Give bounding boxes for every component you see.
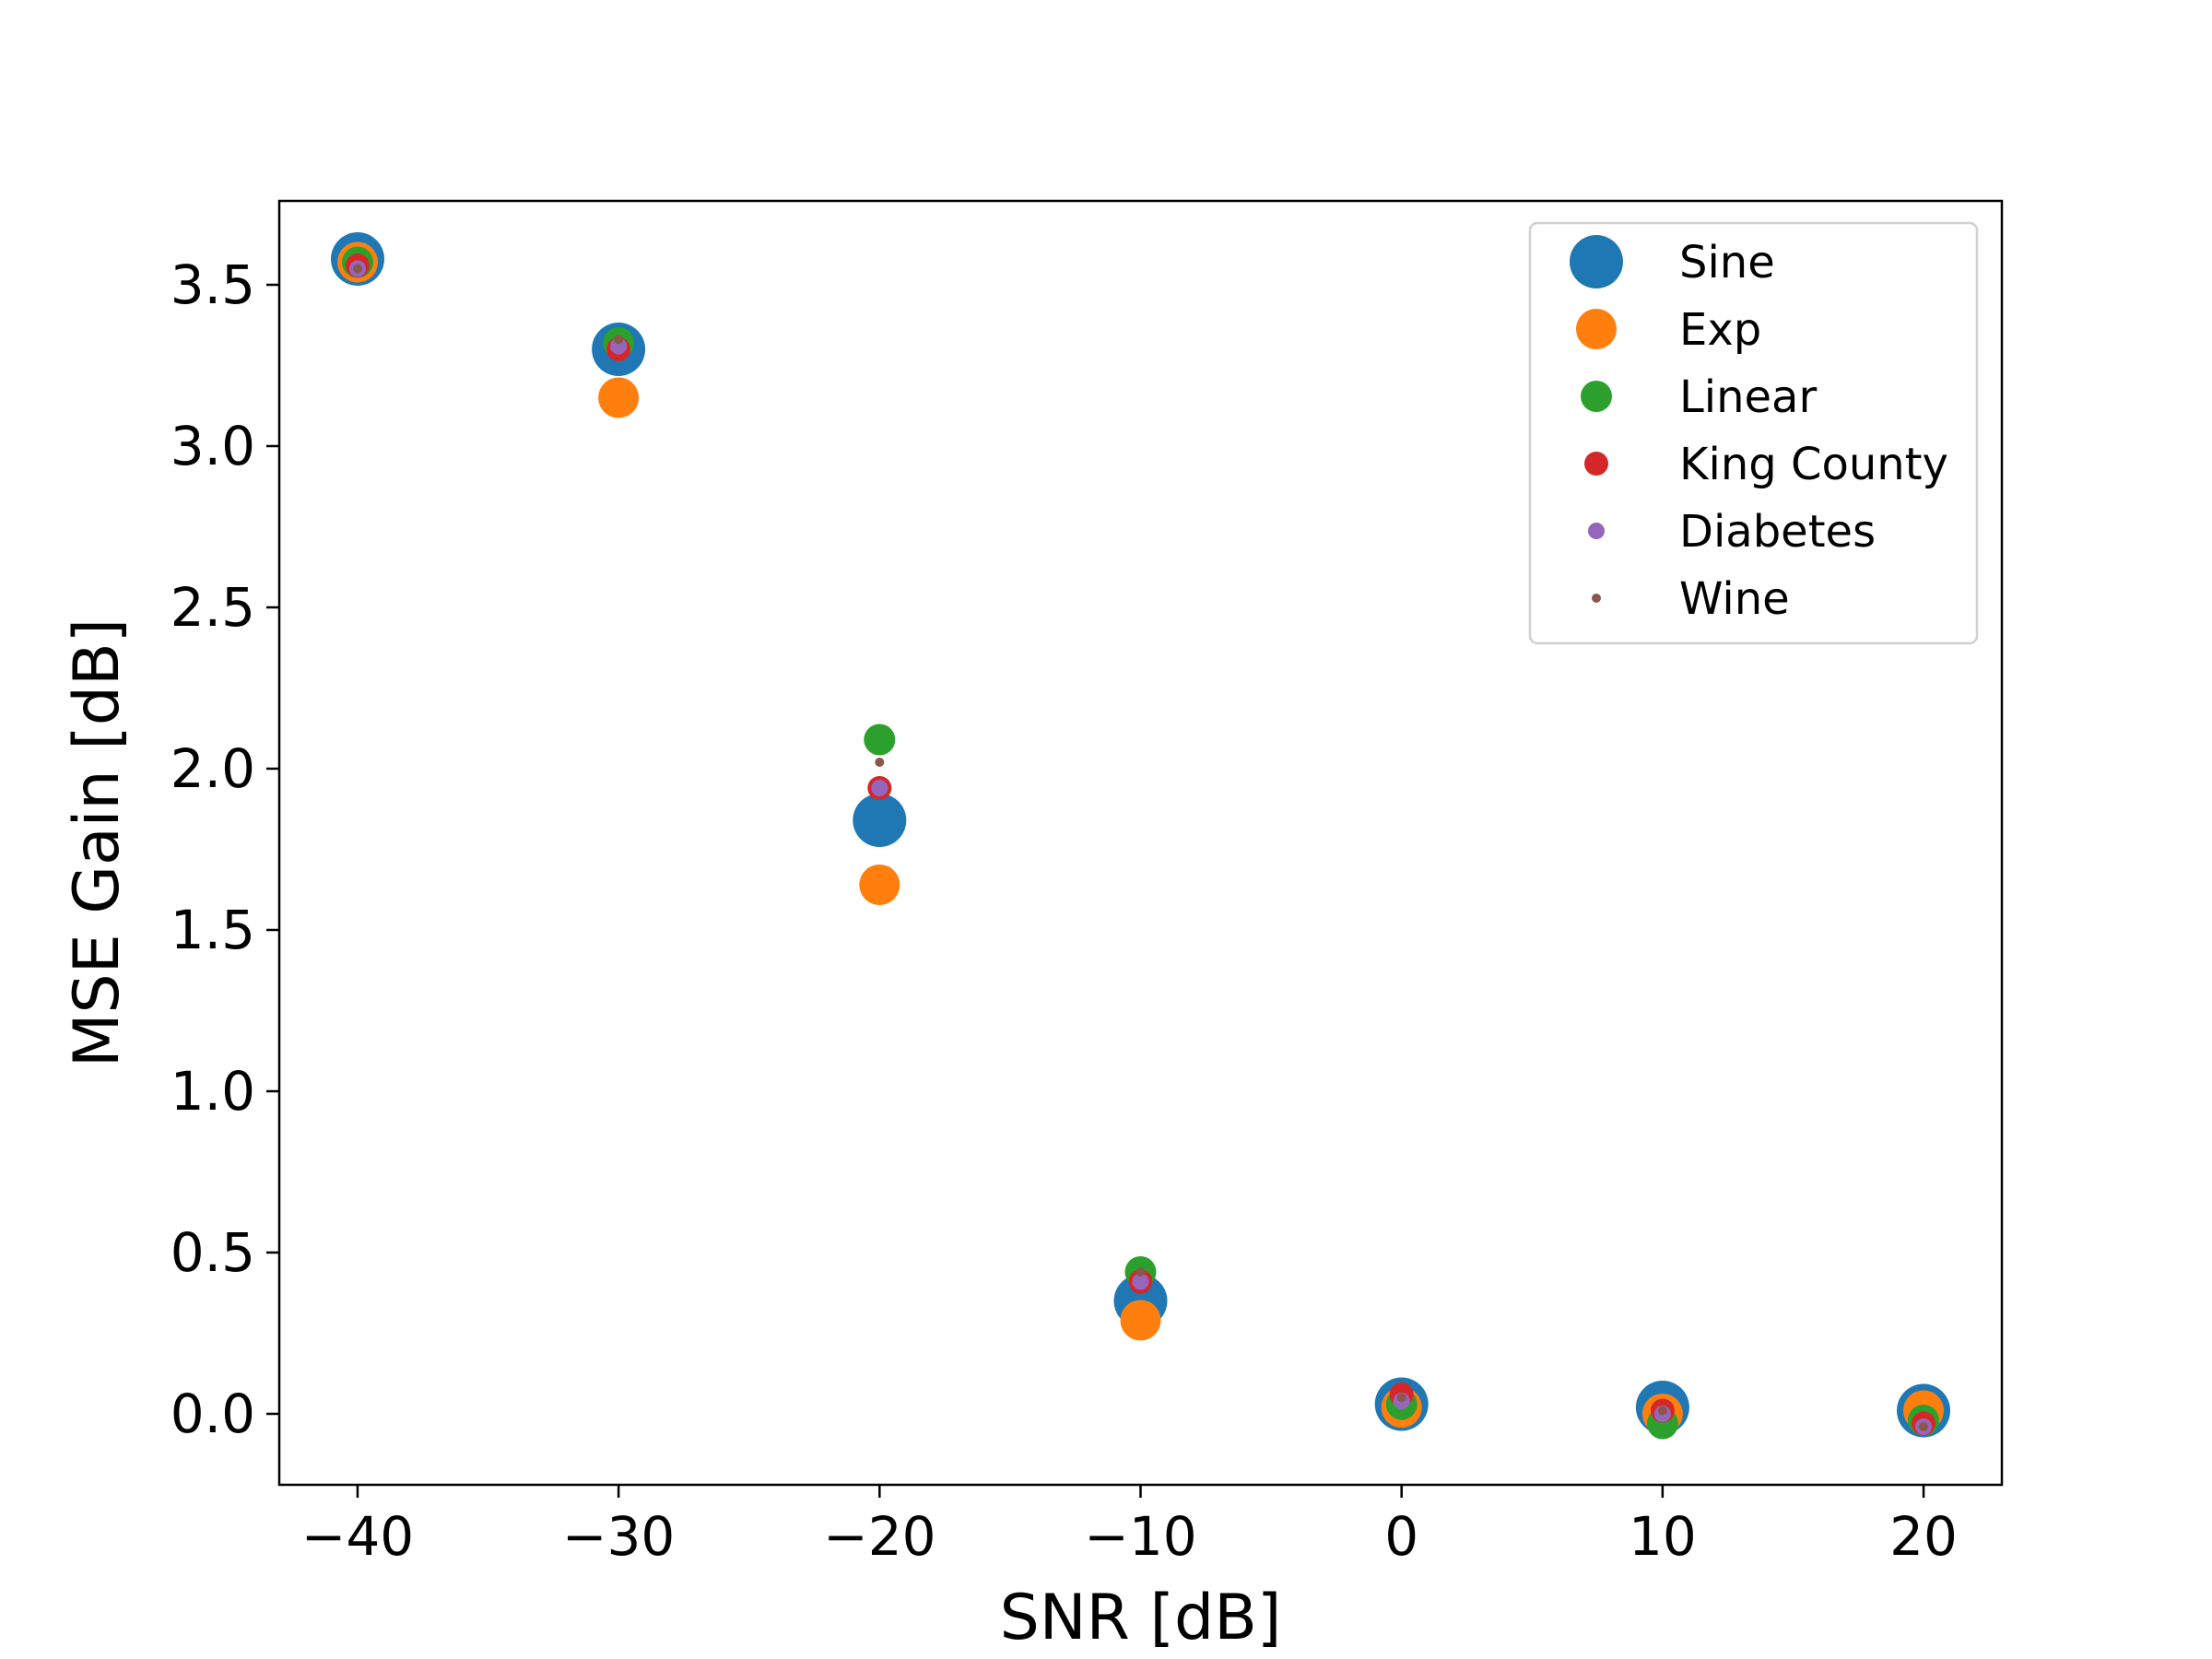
x-axis-label: SNR [dB] — [1000, 1582, 1282, 1654]
x-axis-ticks: −40 −30 −20 −10 0 10 20 — [301, 1485, 1958, 1568]
legend-item-sine: Sine — [1570, 235, 1775, 288]
y-tick-label: 2.5 — [171, 576, 255, 639]
y-tick-label: 1.0 — [171, 1060, 255, 1123]
x-tick-label: −30 — [562, 1505, 675, 1568]
data-points — [331, 232, 1950, 1440]
legend-marker — [1576, 309, 1617, 349]
legend: Sine Exp Linear King County Diabetes Wine — [1528, 221, 1979, 645]
legend-item-linear: Linear — [1581, 371, 1817, 423]
x-tick-label: 10 — [1629, 1505, 1697, 1568]
legend-marker — [1592, 594, 1601, 603]
point-wine-4 — [1396, 1393, 1406, 1403]
legend-item-wine: Wine — [1592, 573, 1790, 625]
point-wine-2 — [875, 758, 885, 767]
legend-label: King County — [1679, 439, 1948, 490]
legend-item-exp: Exp — [1576, 304, 1761, 356]
point-wine-1 — [614, 335, 624, 345]
point-wine-3 — [1135, 1267, 1146, 1277]
point-diabetes-2 — [871, 780, 888, 796]
legend-item-diabetes: Diabetes — [1588, 506, 1876, 558]
y-tick-label: 0.5 — [171, 1221, 255, 1284]
legend-label: Linear — [1679, 371, 1817, 423]
legend-marker — [1570, 235, 1623, 288]
x-tick-label: 20 — [1889, 1505, 1958, 1568]
point-exp-2 — [859, 865, 900, 905]
x-tick-label: −20 — [823, 1505, 935, 1568]
point-diabetes-1 — [610, 337, 628, 355]
y-axis-label: MSE Gain [dB] — [61, 618, 134, 1067]
point-wine-0 — [353, 264, 362, 274]
legend-label: Sine — [1679, 237, 1775, 288]
point-exp-3 — [1120, 1300, 1161, 1341]
point-diabetes-3 — [1132, 1273, 1149, 1290]
point-wine-5 — [1657, 1406, 1667, 1416]
y-tick-label: 0.0 — [171, 1382, 255, 1445]
point-sine-2 — [853, 794, 907, 847]
legend-label: Exp — [1679, 304, 1761, 356]
legend-marker — [1584, 452, 1608, 476]
point-wine-6 — [1919, 1422, 1928, 1431]
point-exp-1 — [598, 377, 640, 418]
legend-label: Diabetes — [1679, 506, 1876, 558]
point-linear-2 — [864, 724, 896, 756]
y-tick-label: 2.0 — [171, 737, 255, 800]
x-tick-label: 0 — [1384, 1505, 1418, 1568]
y-axis-ticks: 0.0 0.5 1.0 1.5 2.0 2.5 3.0 3.5 — [171, 253, 279, 1445]
legend-box — [1528, 221, 1979, 645]
legend-marker — [1581, 381, 1612, 412]
legend-marker — [1588, 523, 1605, 539]
y-tick-label: 1.5 — [171, 899, 255, 961]
x-tick-label: −40 — [301, 1505, 414, 1568]
legend-label: Wine — [1679, 573, 1790, 625]
y-tick-label: 3.0 — [171, 415, 255, 477]
x-tick-label: −10 — [1084, 1505, 1196, 1568]
y-tick-label: 3.5 — [171, 253, 255, 316]
series-wine — [353, 264, 1928, 1431]
legend-item-king-county: King County — [1584, 439, 1948, 490]
